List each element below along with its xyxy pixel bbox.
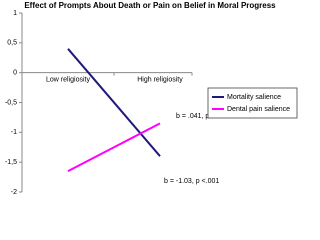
legend-label: Mortality salience (227, 94, 281, 101)
y-tick-label: -1 (11, 129, 17, 136)
y-tick-label: 0 (13, 70, 17, 77)
y-tick-label: -2 (11, 189, 17, 196)
chart-title: Effect of Prompts About Death or Pain on… (24, 1, 276, 10)
y-tick-label: 1 (13, 10, 17, 17)
legend-label: Dental pain salience (227, 106, 290, 113)
x-tick-label: Low religiosity (46, 77, 90, 84)
annotation: b = -1.03, p <.001 (164, 178, 219, 185)
series-line (67, 122, 161, 173)
legend-box (207, 87, 298, 119)
annotation: b = .041, p = .15 (176, 113, 227, 120)
chart: Effect of Prompts About Death or Pain on… (5, 1, 298, 196)
y-tick-label: -0,5 (5, 99, 17, 106)
y-tick-label: 0,5 (7, 40, 17, 47)
x-tick-label: High religiosity (137, 77, 183, 84)
series-line (67, 48, 161, 157)
y-tick-label: -1,5 (5, 159, 17, 166)
